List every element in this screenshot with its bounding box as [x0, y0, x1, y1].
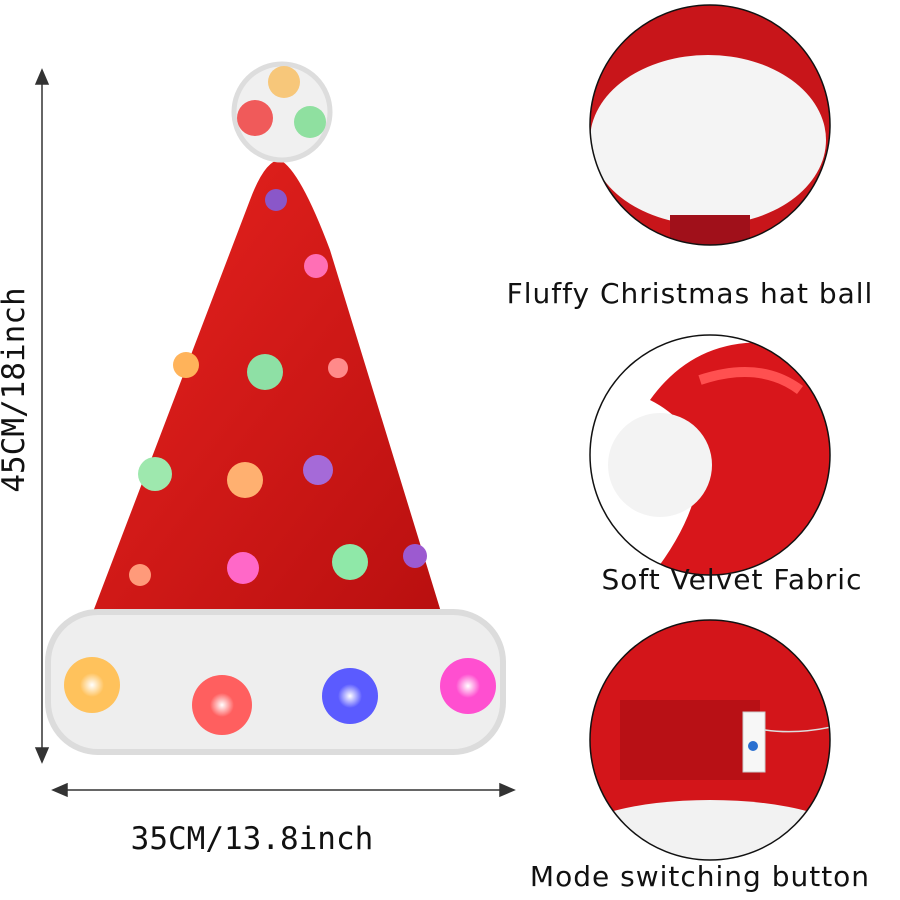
- height-arrow: [34, 68, 50, 764]
- width-arrow: [51, 782, 516, 798]
- feature-button-photo: [590, 620, 830, 860]
- circle-frame: [589, 4, 831, 246]
- feature-caption: Mode switching button: [530, 860, 870, 893]
- circle-frame: [589, 334, 831, 576]
- feature-caption: Soft Velvet Fabric: [602, 563, 863, 596]
- feature-ball-photo: [590, 5, 830, 245]
- height-label: 45CM/18inch: [0, 287, 32, 492]
- feature-caption: Fluffy Christmas hat ball: [507, 277, 874, 310]
- feature-fabric-photo: [590, 335, 830, 575]
- circle-frame: [589, 619, 831, 861]
- width-label: 35CM/13.8inch: [131, 821, 374, 857]
- hat: [45, 61, 506, 755]
- lights: [64, 66, 496, 735]
